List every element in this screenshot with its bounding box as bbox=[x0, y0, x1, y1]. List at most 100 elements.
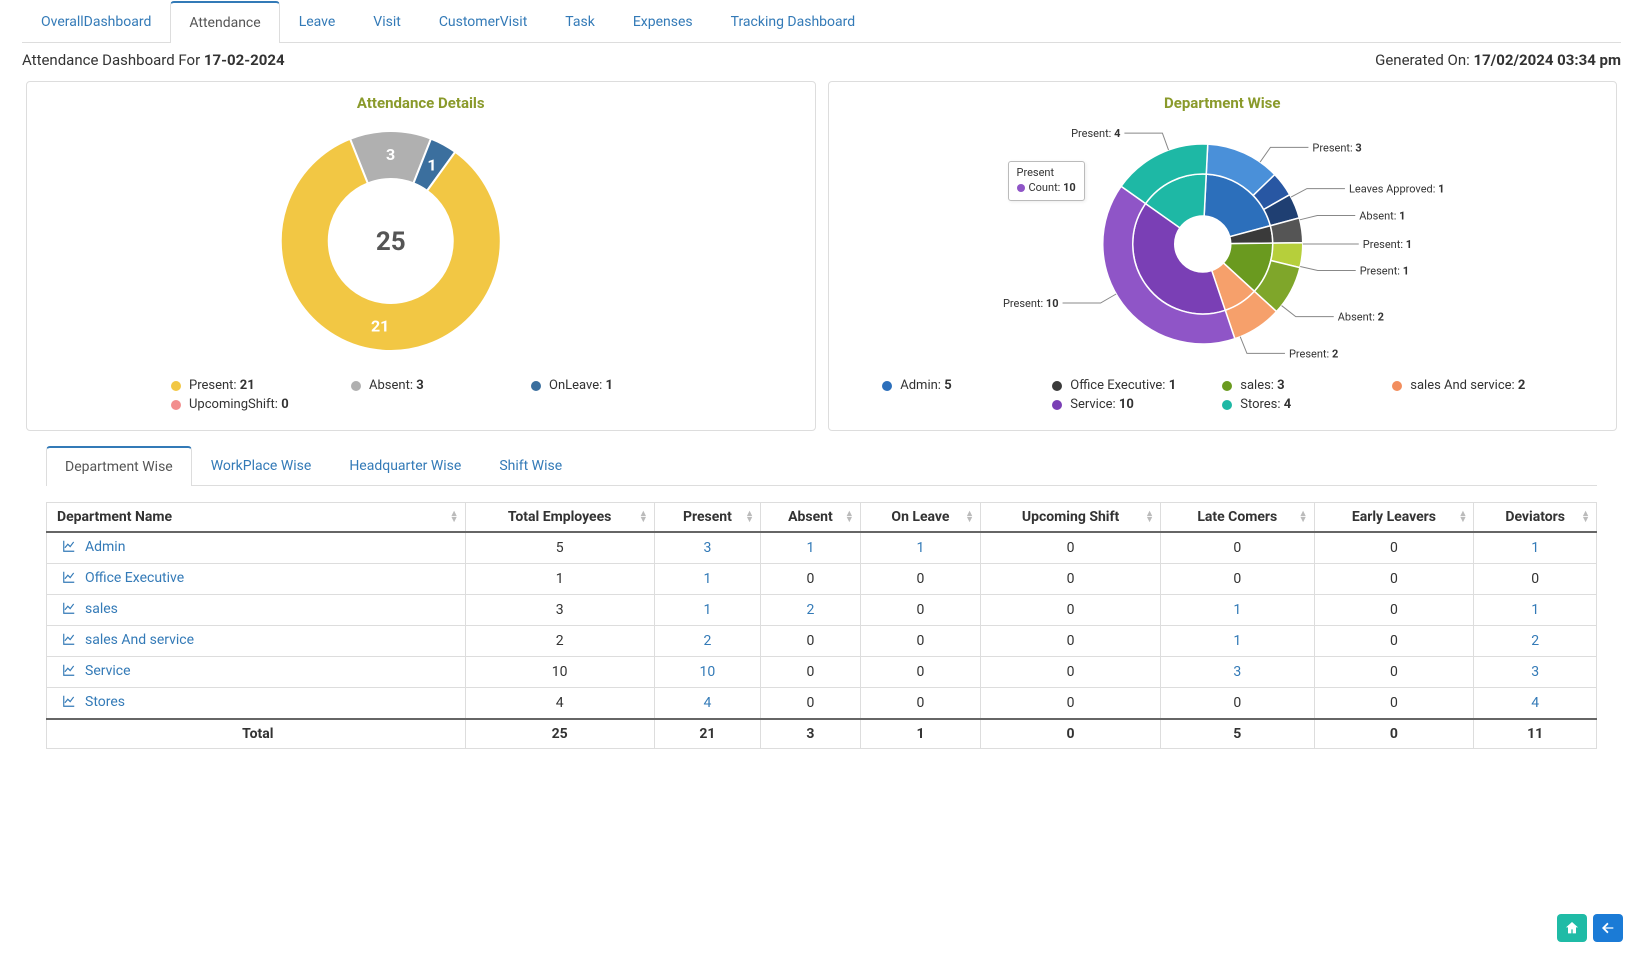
dept-name-cell[interactable]: Admin bbox=[47, 532, 466, 564]
dept-link[interactable]: Stores bbox=[85, 694, 125, 710]
tooltip-line-value: 10 bbox=[1063, 181, 1076, 194]
table-cell: 4 bbox=[465, 688, 654, 720]
top-tab-overalldashboard[interactable]: OverallDashboard bbox=[22, 1, 170, 43]
table-cell: 0 bbox=[1161, 688, 1314, 720]
table-cell[interactable]: 3 bbox=[1161, 657, 1314, 688]
table-cell: 0 bbox=[981, 595, 1161, 626]
top-tab-expenses[interactable]: Expenses bbox=[614, 1, 712, 43]
footer-cell: 5 bbox=[1161, 719, 1314, 749]
table-cell[interactable]: 2 bbox=[654, 626, 760, 657]
table-cell[interactable]: 3 bbox=[654, 532, 760, 564]
lower-tab-workplace-wise[interactable]: WorkPlace Wise bbox=[192, 446, 331, 486]
table-cell: 0 bbox=[1314, 595, 1474, 626]
table-cell: 0 bbox=[1314, 564, 1474, 595]
col-deviators[interactable]: Deviators▲▼ bbox=[1474, 503, 1597, 533]
table-row: Stores44000004 bbox=[47, 688, 1597, 720]
legend-item[interactable]: sales: 3 bbox=[1222, 378, 1392, 393]
lower-tab-shift-wise[interactable]: Shift Wise bbox=[480, 446, 581, 486]
donut-slice-value: 3 bbox=[386, 145, 395, 164]
dept-link[interactable]: Service bbox=[85, 663, 131, 679]
dept-link[interactable]: Office Executive bbox=[85, 570, 184, 586]
legend-dot bbox=[171, 400, 181, 410]
dept-sunburst-chart[interactable]: Present: 3Leaves Approved: 1Absent: 1Pre… bbox=[843, 116, 1603, 366]
attendance-details-title: Attendance Details bbox=[41, 94, 801, 112]
legend-label: sales: 3 bbox=[1240, 378, 1284, 393]
dept-name-cell[interactable]: Stores bbox=[47, 688, 466, 720]
table-cell[interactable]: 1 bbox=[654, 595, 760, 626]
home-button[interactable] bbox=[1557, 914, 1587, 942]
dept-table-wrap: Department Name▲▼Total Employees▲▼Presen… bbox=[46, 502, 1597, 749]
back-button[interactable] bbox=[1593, 914, 1623, 942]
col-early-leavers[interactable]: Early Leavers▲▼ bbox=[1314, 503, 1474, 533]
legend-label: UpcomingShift: 0 bbox=[189, 397, 289, 412]
dept-name-cell[interactable]: sales bbox=[47, 595, 466, 626]
top-tab-visit[interactable]: Visit bbox=[354, 1, 420, 43]
legend-item[interactable]: sales And service: 2 bbox=[1392, 378, 1562, 393]
top-tab-leave[interactable]: Leave bbox=[280, 1, 355, 43]
dept-link[interactable]: sales And service bbox=[85, 632, 194, 648]
dept-name-cell[interactable]: Service bbox=[47, 657, 466, 688]
tooltip-title: Present bbox=[1017, 166, 1076, 181]
table-cell[interactable]: 4 bbox=[654, 688, 760, 720]
table-cell[interactable]: 1 bbox=[1161, 626, 1314, 657]
table-cell[interactable]: 4 bbox=[1474, 688, 1597, 720]
top-tab-tracking-dashboard[interactable]: Tracking Dashboard bbox=[712, 1, 875, 43]
table-cell: 0 bbox=[1161, 532, 1314, 564]
legend-dot bbox=[531, 381, 541, 391]
table-cell: 0 bbox=[1314, 626, 1474, 657]
legend-item[interactable]: Admin: 5 bbox=[882, 378, 1052, 393]
dept-link[interactable]: Admin bbox=[85, 539, 125, 555]
lower-tab-department-wise[interactable]: Department Wise bbox=[46, 446, 192, 486]
table-cell: 0 bbox=[761, 657, 861, 688]
col-on-leave[interactable]: On Leave▲▼ bbox=[860, 503, 980, 533]
table-cell[interactable]: 1 bbox=[1161, 595, 1314, 626]
footer-cell: 3 bbox=[761, 719, 861, 749]
dept-link[interactable]: sales bbox=[85, 601, 118, 617]
legend-label: Absent: 3 bbox=[369, 378, 424, 393]
table-cell[interactable]: 10 bbox=[654, 657, 760, 688]
dept-name-cell[interactable]: Office Executive bbox=[47, 564, 466, 595]
table-cell: 0 bbox=[860, 595, 980, 626]
table-cell: 0 bbox=[761, 626, 861, 657]
table-cell: 0 bbox=[981, 626, 1161, 657]
table-cell[interactable]: 1 bbox=[654, 564, 760, 595]
sort-icon: ▲▼ bbox=[965, 511, 974, 523]
table-cell[interactable]: 2 bbox=[761, 595, 861, 626]
legend-item[interactable]: Absent: 3 bbox=[351, 378, 531, 393]
top-tab-attendance[interactable]: Attendance bbox=[170, 1, 279, 43]
legend-item[interactable]: UpcomingShift: 0 bbox=[171, 397, 351, 412]
chart-line-icon bbox=[61, 632, 77, 646]
chart-line-icon bbox=[61, 694, 77, 708]
legend-item[interactable]: Stores: 4 bbox=[1222, 397, 1392, 412]
top-tab-task[interactable]: Task bbox=[546, 1, 614, 43]
table-cell[interactable]: 2 bbox=[1474, 626, 1597, 657]
table-row: Office Executive11000000 bbox=[47, 564, 1597, 595]
table-cell: 0 bbox=[761, 564, 861, 595]
col-absent[interactable]: Absent▲▼ bbox=[761, 503, 861, 533]
sort-icon: ▲▼ bbox=[845, 511, 854, 523]
table-cell[interactable]: 1 bbox=[860, 532, 980, 564]
table-cell: 0 bbox=[1314, 688, 1474, 720]
lower-tab-headquarter-wise[interactable]: Headquarter Wise bbox=[330, 446, 480, 486]
col-late-comers[interactable]: Late Comers▲▼ bbox=[1161, 503, 1314, 533]
col-total-employees[interactable]: Total Employees▲▼ bbox=[465, 503, 654, 533]
legend-item[interactable]: OnLeave: 1 bbox=[531, 378, 711, 393]
legend-label: Admin: 5 bbox=[900, 378, 951, 393]
legend-item[interactable]: Service: 10 bbox=[1052, 397, 1222, 412]
table-cell[interactable]: 1 bbox=[761, 532, 861, 564]
top-tabs: OverallDashboardAttendanceLeaveVisitCust… bbox=[22, 0, 1621, 43]
table-cell[interactable]: 3 bbox=[1474, 657, 1597, 688]
legend-item[interactable]: Office Executive: 1 bbox=[1052, 378, 1222, 393]
top-tab-customervisit[interactable]: CustomerVisit bbox=[420, 1, 546, 43]
attendance-donut-chart[interactable]: 312125 bbox=[41, 116, 801, 366]
legend-item[interactable]: Present: 21 bbox=[171, 378, 351, 393]
table-cell[interactable]: 1 bbox=[1474, 595, 1597, 626]
col-present[interactable]: Present▲▼ bbox=[654, 503, 760, 533]
table-cell[interactable]: 1 bbox=[1474, 532, 1597, 564]
col-upcoming-shift[interactable]: Upcoming Shift▲▼ bbox=[981, 503, 1161, 533]
col-department-name[interactable]: Department Name▲▼ bbox=[47, 503, 466, 533]
leader-line bbox=[1260, 147, 1308, 162]
dept-name-cell[interactable]: sales And service bbox=[47, 626, 466, 657]
department-wise-panel: Department Wise Present: 3Leaves Approve… bbox=[828, 81, 1618, 431]
outer-label: Absent: 1 bbox=[1359, 209, 1405, 222]
